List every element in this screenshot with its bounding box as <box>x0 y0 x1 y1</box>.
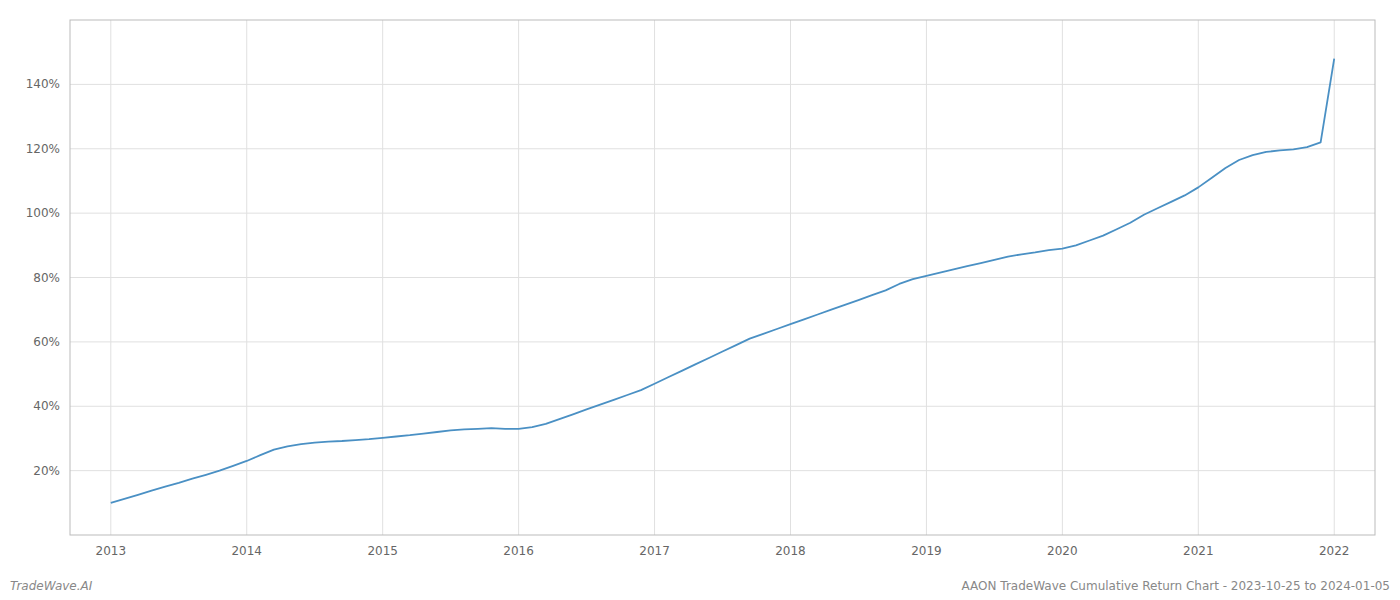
line <box>111 59 1334 503</box>
x-grid-line <box>926 20 927 535</box>
y-grid-line <box>70 277 1375 278</box>
x-grid-line <box>382 20 383 535</box>
y-tick-label: 80% <box>33 271 60 285</box>
x-grid-line <box>246 20 247 535</box>
y-tick-label: 100% <box>26 206 60 220</box>
y-tick-label: 120% <box>26 142 60 156</box>
grid <box>70 20 1375 535</box>
x-grid-line <box>1062 20 1063 535</box>
x-tick-label: 2016 <box>503 544 534 558</box>
y-tick-label: 140% <box>26 77 60 91</box>
x-tick-label: 2017 <box>639 544 670 558</box>
plot-frame <box>70 20 1375 535</box>
x-grid-line <box>654 20 655 535</box>
x-grid-line <box>518 20 519 535</box>
watermark: TradeWave.AI <box>10 579 93 593</box>
y-grid-line <box>70 148 1375 149</box>
x-tick-label: 2020 <box>1047 544 1078 558</box>
x-grid-line <box>790 20 791 535</box>
y-tick-label: 40% <box>33 399 60 413</box>
y-grid-line <box>70 84 1375 85</box>
x-tick-label: 2015 <box>367 544 398 558</box>
x-tick-label: 2018 <box>775 544 806 558</box>
x-grid-line <box>1334 20 1335 535</box>
x-grid-line <box>1198 20 1199 535</box>
series <box>111 59 1334 503</box>
x-tick-label: 2021 <box>1183 544 1214 558</box>
x-tick-label: 2022 <box>1319 544 1350 558</box>
x-grid-line <box>110 20 111 535</box>
y-tick-label: 60% <box>33 335 60 349</box>
y-grid-line <box>70 406 1375 407</box>
x-tick-label: 2019 <box>911 544 942 558</box>
y-tick-label: 20% <box>33 464 60 478</box>
x-tick-label: 2013 <box>96 544 127 558</box>
y-grid-line <box>70 470 1375 471</box>
axes: 20% 40% 60% 80% 100% 120% 140% 2013 2014 2015 2016… <box>26 20 1375 558</box>
x-tick-label: 2014 <box>231 544 262 558</box>
title: AAON TradeWave Cumulative Return Chart -… <box>962 579 1390 593</box>
y-grid-line <box>70 341 1375 342</box>
chart: 20% 40% 60% 80% 100% 120% 140% 2013 2014 2015 2016… <box>0 0 1400 600</box>
y-grid-line <box>70 213 1375 214</box>
